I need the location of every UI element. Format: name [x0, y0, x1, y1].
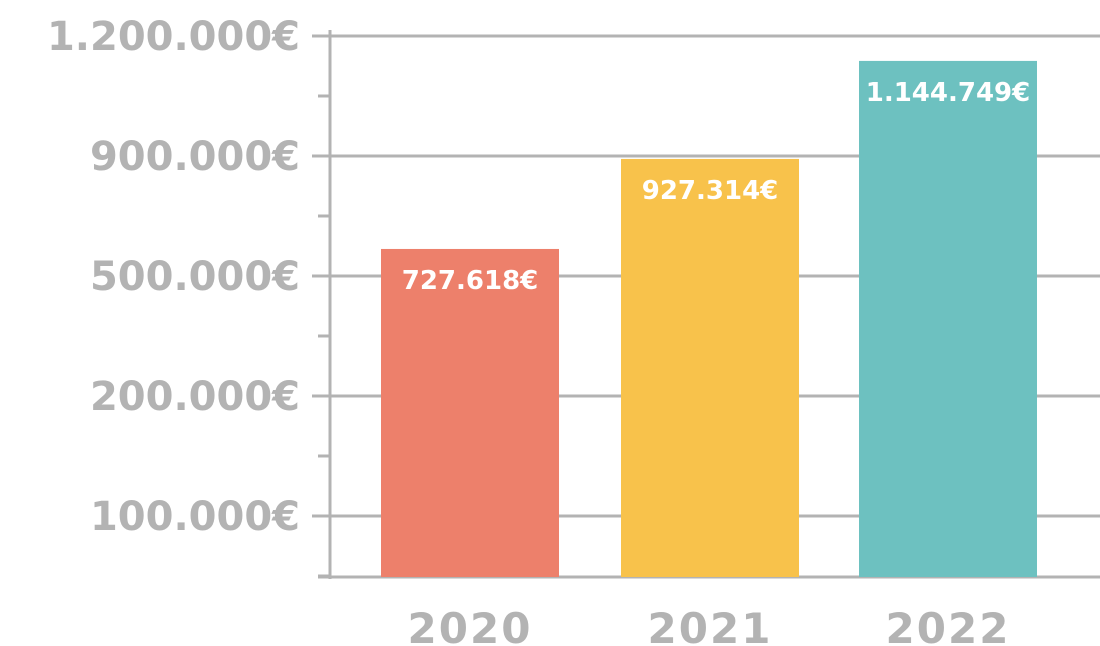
x-tick-label-2022: 2022 [886, 604, 1011, 646]
bars [381, 60, 1037, 577]
bar-2020 [381, 248, 559, 577]
x-tick-label-2021: 2021 [648, 604, 773, 646]
data-label-2020: 727.618€ [402, 266, 539, 296]
y-tick-label: 200.000€ [90, 374, 300, 420]
data-label-2021: 927.314€ [642, 176, 779, 206]
y-tick-label: 100.000€ [90, 494, 300, 540]
y-tick-label: 900.000€ [90, 134, 300, 180]
data-label-2022: 1.144.749€ [866, 78, 1030, 108]
bar-2022 [859, 60, 1037, 577]
y-tick-label: 1.200.000€ [47, 14, 300, 60]
bar-2021 [621, 158, 799, 577]
y-tick-label: 500.000€ [90, 254, 300, 300]
x-tick-label-2020: 2020 [408, 604, 533, 646]
labels: 1.200.000€ 900.000€ 500.000€ 200.000€ 100.00… [47, 14, 1030, 646]
